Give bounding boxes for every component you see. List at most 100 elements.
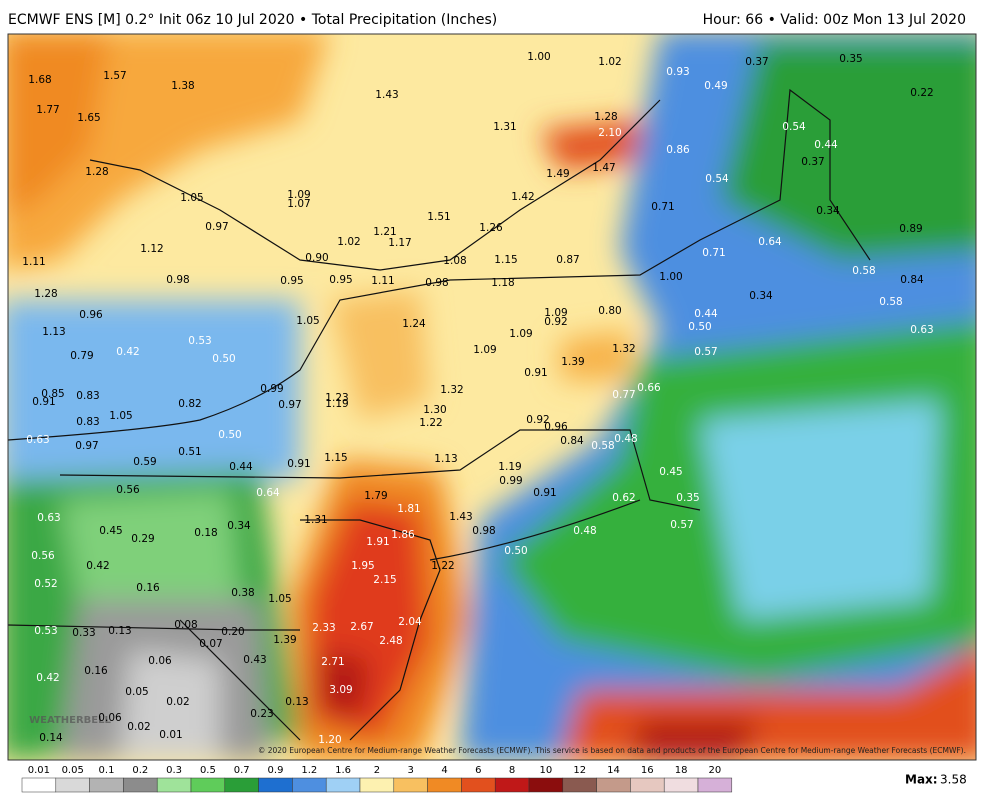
map-frame — [7, 33, 977, 761]
precip-label: 2.67 — [350, 621, 373, 633]
precip-label: 0.98 — [166, 274, 189, 286]
precip-label: 0.83 — [76, 390, 99, 402]
precip-label: 0.83 — [76, 416, 99, 428]
colorbar-label: 1.2 — [301, 765, 317, 776]
colorbar-swatch — [461, 777, 496, 793]
colorbar-swatch — [697, 777, 733, 793]
colorbar-swatch — [630, 777, 665, 793]
precip-label: 1.49 — [546, 168, 569, 180]
colorbar-label: 8 — [509, 765, 515, 776]
colorbar-swatch — [528, 777, 564, 793]
precip-label: 0.06 — [98, 712, 122, 724]
precip-label: 1.31 — [493, 121, 516, 133]
precip-label: 0.52 — [34, 578, 57, 590]
precip-label: 0.71 — [702, 247, 725, 259]
precip-label: 1.32 — [440, 384, 463, 396]
precip-label: 0.35 — [839, 53, 862, 65]
precip-label: 0.91 — [32, 396, 55, 408]
precip-label: 0.98 — [425, 277, 448, 289]
precip-label: 0.93 — [666, 66, 689, 78]
precip-label: 1.13 — [42, 326, 65, 338]
header-left: ECMWF ENS [M] 0.2° Init 06z 10 Jul 2020 … — [8, 12, 497, 28]
precip-label: 1.81 — [397, 503, 420, 515]
precip-label: 1.09 — [473, 344, 496, 356]
precip-label: 0.18 — [194, 527, 217, 539]
precip-label: 0.08 — [174, 619, 197, 631]
colorbar-swatch — [596, 777, 631, 793]
colorbar-label: 0.01 — [28, 765, 50, 776]
colorbar-label: 0.5 — [200, 765, 216, 776]
precip-label: 1.05 — [296, 315, 319, 327]
colorbar-label: 16 — [641, 765, 654, 776]
precip-label: 1.17 — [388, 237, 411, 249]
precip-label: 0.23 — [250, 708, 273, 720]
precip-label: 0.06 — [148, 655, 172, 667]
max-value: 3.58 — [940, 773, 967, 787]
precip-label: 0.50 — [504, 545, 527, 557]
precip-label: 0.51 — [178, 446, 201, 458]
colorbar-label: 10 — [540, 765, 553, 776]
precip-label: 1.05 — [109, 410, 132, 422]
precip-label: 0.92 — [526, 414, 549, 426]
precip-label: 0.63 — [37, 512, 60, 524]
precip-label: 1.00 — [527, 51, 550, 63]
colorbar-swatch — [494, 777, 530, 793]
precip-label: 1.26 — [479, 222, 503, 234]
precip-label: 1.57 — [103, 70, 126, 82]
precip-label: 1.19 — [325, 398, 348, 410]
precip-label: 1.91 — [366, 536, 389, 548]
precip-label: 1.31 — [304, 514, 327, 526]
precip-label: 0.44 — [229, 461, 253, 473]
precip-label: 0.22 — [910, 87, 933, 99]
colorbar-label: 4 — [441, 765, 447, 776]
precip-label: 0.86 — [666, 144, 690, 156]
precip-label: 1.05 — [268, 593, 291, 605]
precip-label: 1.23 — [325, 392, 348, 404]
colorbar-label: 0.7 — [234, 765, 250, 776]
copyright: © 2020 European Centre for Medium-range … — [258, 746, 966, 755]
colorbar-label: 0.05 — [62, 765, 84, 776]
precip-label: 0.62 — [612, 492, 635, 504]
colorbar-swatch — [292, 777, 327, 793]
precip-label: 1.68 — [28, 74, 51, 86]
precip-label: 0.42 — [116, 346, 139, 358]
precip-label: 1.11 — [371, 275, 394, 287]
colorbar-label: 6 — [475, 765, 481, 776]
precip-label: 0.82 — [178, 398, 201, 410]
precip-label: 2.48 — [379, 635, 402, 647]
precip-label: 0.77 — [612, 389, 635, 401]
precip-label: 0.64 — [758, 236, 782, 248]
precip-label: 1.77 — [36, 104, 59, 116]
precip-label: 0.57 — [694, 346, 717, 358]
precip-label: 2.10 — [598, 127, 621, 139]
precip-label: 1.20 — [318, 734, 341, 746]
precip-label: 0.91 — [533, 487, 556, 499]
precip-label: 2.33 — [312, 622, 335, 634]
precip-label: 1.09 — [287, 189, 310, 201]
precip-label: 0.57 — [670, 519, 693, 531]
precip-label: 0.89 — [899, 223, 922, 235]
precip-label: 0.49 — [704, 80, 727, 92]
colorbar-swatch — [156, 777, 192, 793]
precip-label: 1.02 — [337, 236, 360, 248]
colorbar-swatch — [359, 777, 395, 793]
precip-label: 0.91 — [287, 458, 310, 470]
precip-label: 1.28 — [34, 288, 57, 300]
precip-label: 0.43 — [243, 654, 266, 666]
precip-label: 1.05 — [180, 192, 203, 204]
colorbar-label: 0.1 — [99, 765, 115, 776]
precip-label: 0.20 — [221, 626, 244, 638]
precip-label: 0.64 — [256, 487, 280, 499]
precip-label: 1.13 — [434, 453, 457, 465]
precip-label: 1.07 — [287, 198, 310, 210]
header-right: Hour: 66 • Valid: 00z Mon 13 Jul 2020 — [703, 12, 966, 28]
colorbar-label: 0.2 — [132, 765, 148, 776]
precip-label: 0.80 — [598, 305, 621, 317]
colorbar-label: 14 — [607, 765, 620, 776]
precip-label: 0.54 — [705, 173, 729, 185]
precip-label: 0.44 — [694, 308, 718, 320]
precip-label: 1.15 — [494, 254, 517, 266]
colorbar-label: 18 — [675, 765, 688, 776]
